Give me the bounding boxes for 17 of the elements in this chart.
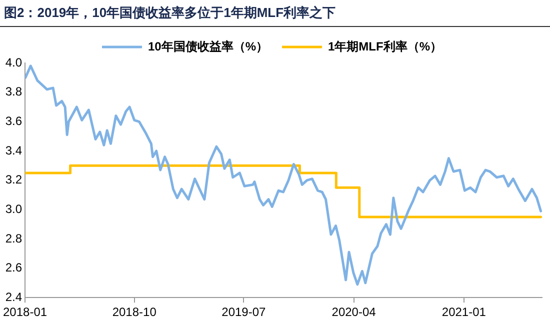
- x-tick-label: 2018-10: [112, 305, 157, 320]
- y-tick-label: 2.8: [5, 231, 22, 246]
- legend-label: 10年国债收益率（%）: [148, 39, 268, 54]
- y-tick-label: 3.6: [5, 114, 22, 128]
- y-tick-label: 4.0: [5, 55, 22, 70]
- x-tick-label: 2018-01: [2, 305, 48, 320]
- y-tick-label: 3.8: [5, 84, 22, 99]
- chart-title: 图2：2019年，10年国债收益率多位于1年期MLF利率之下: [0, 0, 550, 27]
- x-tick-label: 2020-04: [332, 305, 376, 320]
- x-tick-label: 2021-01: [442, 305, 486, 320]
- y-tick-label: 2.6: [5, 260, 22, 275]
- y-tick-label: 3.0: [5, 202, 22, 216]
- y-tick-label: 3.4: [5, 143, 22, 158]
- legend-label: 1年期MLF利率（%）: [328, 39, 442, 54]
- y-tick-label: 2.4: [5, 290, 22, 304]
- x-tick-label: 2019-07: [222, 305, 266, 320]
- y-tick-label: 3.2: [5, 172, 22, 187]
